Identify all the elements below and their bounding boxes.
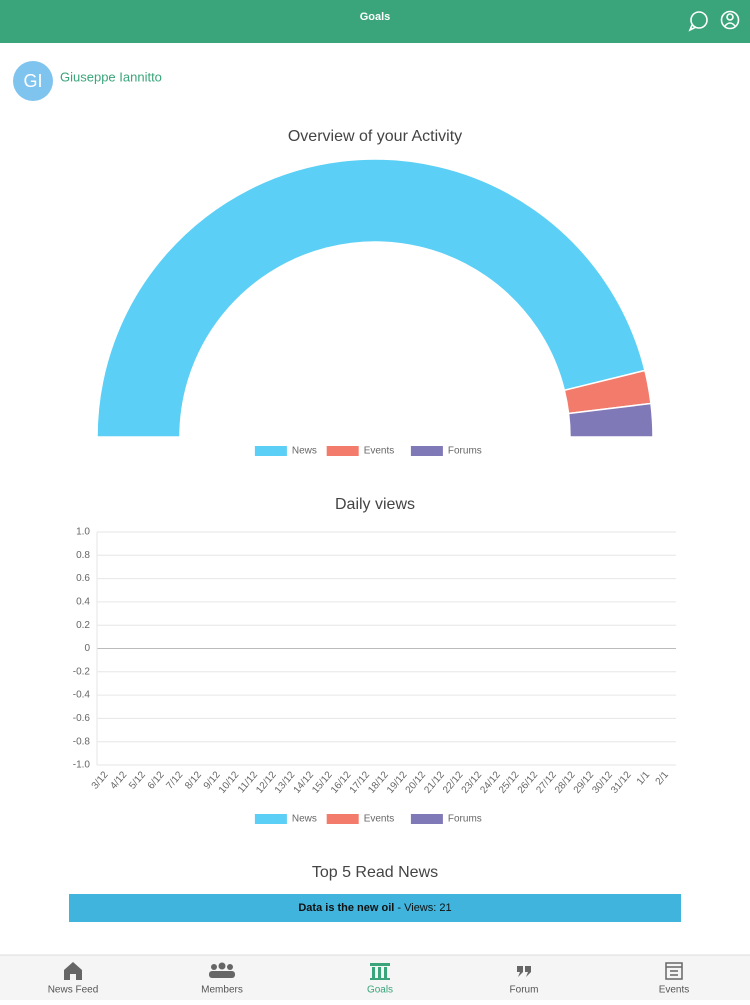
- y-tick-label: 0.2: [76, 620, 90, 631]
- legend-swatch: [326, 446, 359, 456]
- legend-label: Forums: [448, 814, 482, 825]
- y-tick-label: 1.0: [76, 527, 90, 538]
- nav-label[interactable]: Members: [201, 985, 243, 996]
- y-tick-label: 0: [84, 643, 90, 654]
- legend-swatch: [410, 446, 443, 456]
- legend-label: Events: [364, 814, 395, 825]
- legend-label: Forums: [448, 446, 482, 457]
- legend-label: News: [292, 814, 317, 825]
- nav-label[interactable]: Goals: [367, 985, 393, 996]
- chart-title: Daily views: [335, 496, 415, 513]
- page-title: Goals: [360, 11, 391, 23]
- events-icon: [665, 962, 683, 980]
- y-tick-label: -0.6: [73, 713, 91, 724]
- news-row[interactable]: [69, 894, 681, 922]
- legend-label: News: [292, 446, 317, 457]
- legend-label: Events: [364, 446, 395, 457]
- y-tick-label: 0.8: [76, 550, 90, 561]
- doughnut-segment: [96, 158, 646, 438]
- y-tick-label: 0.4: [76, 597, 90, 608]
- news-title: Data is the new oil: [298, 902, 394, 914]
- x-tick-label: 7/12: [164, 769, 185, 791]
- y-tick-label: -0.4: [73, 690, 91, 701]
- legend-swatch: [326, 814, 359, 824]
- legend-swatch: [410, 814, 443, 824]
- section-title: Top 5 Read News: [312, 864, 438, 881]
- news-row-text: Data is the new oil - Views: 21: [298, 902, 451, 914]
- nav-label[interactable]: Events: [659, 985, 690, 996]
- avatar-initials: GI: [23, 71, 42, 91]
- x-tick-label: 4/12: [108, 769, 129, 791]
- goals-icon: [370, 963, 390, 980]
- legend-swatch: [254, 814, 287, 824]
- home-icon: [64, 962, 82, 980]
- y-tick-label: 0.6: [76, 573, 90, 584]
- doughnut-segment: [567, 402, 654, 438]
- top-bar: [0, 0, 750, 43]
- legend-swatch: [254, 446, 287, 456]
- x-tick-label: 6/12: [146, 769, 167, 791]
- chat-icon[interactable]: [688, 11, 708, 32]
- x-tick-label: 5/12: [127, 769, 148, 791]
- x-tick-label: 2/1: [654, 769, 672, 787]
- user-name[interactable]: Giuseppe Iannitto: [60, 69, 162, 84]
- profile-icon[interactable]: [720, 10, 740, 30]
- y-tick-label: -0.2: [73, 666, 91, 677]
- x-tick-label: 3/12: [90, 769, 111, 791]
- avatar: [13, 61, 53, 101]
- x-tick-label: 31/12: [609, 769, 634, 796]
- nav-label[interactable]: Forum: [510, 985, 539, 996]
- chart-title: Overview of your Activity: [288, 128, 462, 145]
- nav-label[interactable]: News Feed: [48, 985, 99, 996]
- y-tick-label: -0.8: [73, 736, 91, 747]
- views-label: - Views:: [397, 902, 436, 914]
- y-tick-label: -1.0: [73, 760, 91, 771]
- members-icon: [209, 962, 235, 978]
- x-tick-label: 8/12: [183, 769, 204, 791]
- x-tick-label: 1/1: [635, 769, 653, 787]
- forum-icon: [517, 966, 531, 977]
- x-tick-label: 10/12: [217, 769, 242, 796]
- views-count: 21: [439, 902, 451, 914]
